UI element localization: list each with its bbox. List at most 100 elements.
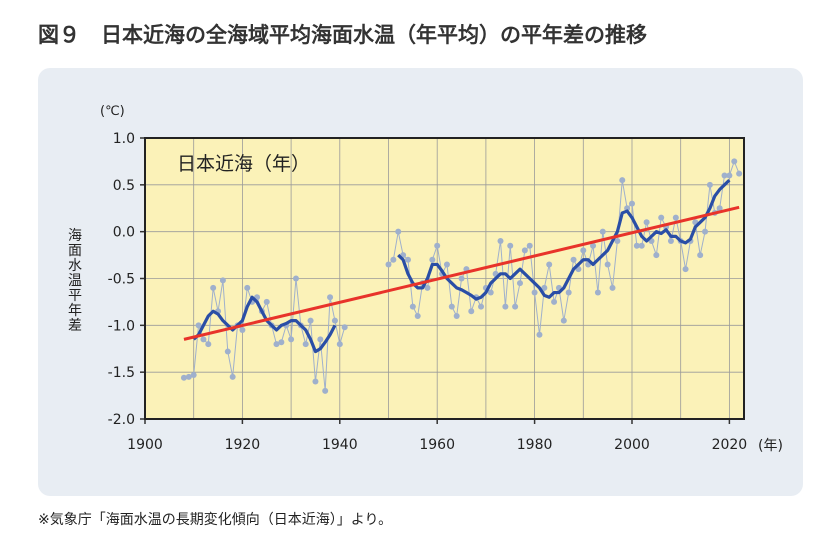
data-point (312, 378, 319, 385)
data-point (487, 289, 494, 296)
x-tick-label: 1960 (419, 437, 455, 453)
y-tick-label: -1.0 (108, 318, 135, 334)
data-point (497, 238, 504, 245)
data-point (565, 289, 572, 296)
x-tick-label: 2000 (614, 437, 650, 453)
y-tick-label: -2.0 (108, 412, 135, 428)
data-point (219, 277, 226, 284)
data-point (633, 242, 640, 249)
data-point (453, 312, 460, 319)
data-point (448, 303, 455, 310)
data-point (526, 242, 533, 249)
data-point (570, 256, 577, 263)
data-point (317, 336, 324, 343)
data-point (336, 341, 343, 348)
data-point (560, 317, 567, 324)
data-point (424, 284, 431, 291)
data-point (502, 303, 509, 310)
data-point (590, 242, 597, 249)
data-point (478, 303, 485, 310)
data-point (536, 331, 543, 338)
x-unit: (年) (758, 438, 783, 454)
chart-title: 図９ 日本近海の全海域平均海面水温（年平均）の平年差の推移 (38, 23, 647, 47)
data-point (521, 247, 528, 254)
data-point (624, 205, 631, 212)
annotation: 日本近海（年） (177, 153, 310, 175)
data-point (580, 247, 587, 254)
data-point (302, 341, 309, 348)
data-point (292, 275, 299, 282)
data-point (229, 373, 236, 380)
data-point (434, 242, 441, 249)
data-point (716, 205, 723, 212)
data-point (667, 238, 674, 245)
data-point (672, 214, 679, 221)
data-point (331, 317, 338, 324)
data-point (288, 336, 295, 343)
data-point (516, 280, 523, 287)
data-point (726, 172, 733, 179)
data-point (429, 256, 436, 263)
data-point (341, 324, 348, 331)
data-point (404, 256, 411, 263)
x-tick-label: 1940 (322, 437, 358, 453)
plot-frame (144, 137, 745, 420)
data-point (195, 322, 202, 329)
data-point (731, 158, 738, 165)
data-point (546, 261, 553, 268)
y-tick-label: -1.5 (108, 365, 135, 381)
data-point (327, 294, 334, 301)
data-point (541, 284, 548, 291)
data-point (190, 371, 197, 378)
x-tick-label: 1980 (517, 437, 553, 453)
data-point (224, 348, 231, 355)
data-point (619, 177, 626, 184)
data-point (414, 312, 421, 319)
data-point (721, 172, 728, 179)
x-tick-label: 1900 (127, 437, 163, 453)
data-point (244, 284, 251, 291)
series-group (180, 158, 743, 394)
data-point (604, 261, 611, 268)
data-point (263, 298, 270, 305)
x-tick-label: 2020 (712, 437, 748, 453)
data-point (599, 228, 606, 235)
data-point (205, 341, 212, 348)
data-point (322, 387, 329, 394)
data-point (736, 170, 743, 177)
data-point (702, 228, 709, 235)
x-tick-label: 1920 (225, 437, 261, 453)
data-point (643, 219, 650, 226)
data-point (180, 374, 187, 381)
data-point (273, 341, 280, 348)
data-point (594, 289, 601, 296)
series-line (183, 278, 346, 392)
source-note: ※気象庁「海面水温の長期変化傾向（日本近海）」より。 (38, 511, 392, 528)
data-point (278, 339, 285, 346)
data-point (653, 252, 660, 259)
data-point (551, 298, 558, 305)
data-point (507, 242, 514, 249)
y-unit: (℃) (100, 104, 125, 119)
series-line (397, 178, 731, 301)
data-point (239, 327, 246, 334)
data-point (395, 228, 402, 235)
y-tick-label: -0.5 (108, 272, 135, 288)
data-point (458, 275, 465, 282)
data-point (200, 336, 207, 343)
data-point (658, 214, 665, 221)
series-line (192, 295, 337, 354)
data-point (682, 266, 689, 273)
data-point (307, 317, 314, 324)
y-axis-label: 海面水温平年差 (66, 228, 82, 333)
data-point (468, 308, 475, 315)
data-point (628, 200, 635, 207)
y-tick-label: 0.0 (113, 225, 135, 241)
data-point (385, 261, 392, 268)
data-point (638, 242, 645, 249)
data-point (390, 256, 397, 263)
y-tick-label: 0.5 (113, 178, 135, 194)
data-point (443, 261, 450, 268)
data-point (614, 238, 621, 245)
